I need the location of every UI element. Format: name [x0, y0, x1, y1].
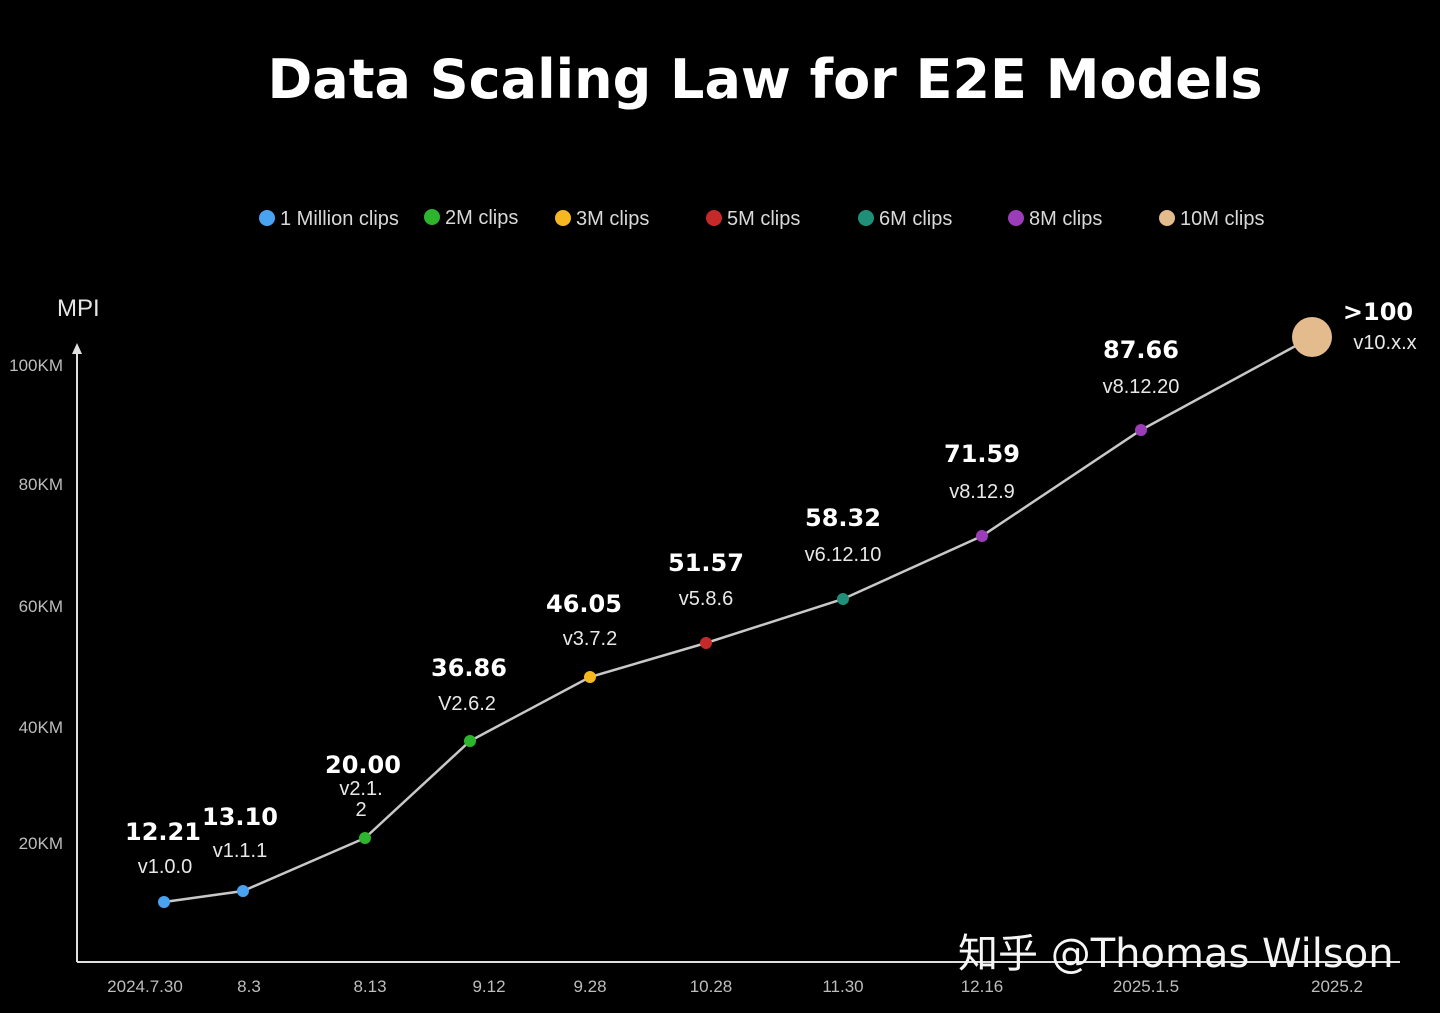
data-version-label: V2.6.2	[438, 693, 496, 715]
data-point	[700, 637, 712, 649]
data-version-label: v1.0.0	[138, 856, 192, 878]
y-tick-label: 60KM	[19, 597, 63, 616]
x-tick-label: 10.28	[690, 977, 733, 996]
data-value-label: 71.59	[944, 440, 1020, 468]
legend-label: 2M clips	[445, 207, 518, 229]
data-value-label: 36.86	[431, 654, 507, 682]
x-tick-labels: 2024.7.30 8.3 8.13 9.12 9.28 10.28 11.30 12.16 2…	[107, 977, 1363, 996]
x-tick-label: 2025.2	[1311, 977, 1363, 996]
data-point	[1135, 424, 1147, 436]
legend-marker-icon	[706, 210, 722, 226]
data-points	[158, 317, 1332, 908]
data-version-label: v8.12.20	[1103, 376, 1180, 398]
x-tick-label: 9.28	[573, 977, 606, 996]
data-version-label: v3.7.2	[563, 628, 617, 650]
data-point	[237, 885, 249, 897]
watermark: 知乎 @Thomas Wilson	[958, 931, 1394, 977]
data-version-label: v8.12.9	[949, 481, 1015, 503]
data-version-label: v1.1.1	[213, 840, 267, 862]
data-version-label: v5.8.6	[679, 588, 733, 610]
data-version-label: v2.1. 2	[339, 778, 382, 821]
legend-marker-icon	[555, 210, 571, 226]
data-value-label: 87.66	[1103, 336, 1179, 364]
y-tick-label: 40KM	[19, 718, 63, 737]
data-value-label: >100	[1343, 298, 1413, 326]
data-version-label: v6.12.10	[805, 544, 882, 566]
x-tick-label: 8.3	[237, 977, 261, 996]
x-tick-label: 2025.1.5	[1113, 977, 1179, 996]
legend: 1 Million clips 2M clips 3M clips 5M clips 6…	[259, 207, 1264, 230]
legend-marker-icon	[1159, 210, 1175, 226]
legend-label: 3M clips	[576, 208, 649, 230]
data-value-label: 13.10	[202, 803, 278, 831]
data-point	[584, 671, 596, 683]
series-line	[163, 335, 1313, 904]
legend-label: 8M clips	[1029, 208, 1102, 230]
data-value-label: 58.32	[805, 504, 881, 532]
data-point	[464, 735, 476, 747]
legend-marker-icon	[259, 210, 275, 226]
y-axis-arrow	[72, 343, 82, 354]
legend-marker-icon	[424, 209, 440, 225]
y-tick-label: 80KM	[19, 475, 63, 494]
y-tick-labels: 100KM 80KM 60KM 40KM 20KM	[9, 356, 63, 853]
y-tick-label: 100KM	[9, 356, 63, 375]
data-value-label: 51.57	[668, 549, 744, 577]
legend-label: 6M clips	[879, 208, 952, 230]
x-tick-label: 2024.7.30	[107, 977, 183, 996]
data-point	[359, 832, 371, 844]
x-tick-label: 12.16	[961, 977, 1004, 996]
legend-label: 1 Million clips	[280, 208, 399, 230]
data-point	[158, 896, 170, 908]
chart-title: Data Scaling Law for E2E Models	[267, 48, 1262, 111]
data-value-label: 20.00	[325, 751, 401, 779]
data-value-label: 12.21	[125, 818, 201, 846]
x-tick-label: 11.30	[822, 977, 863, 996]
x-tick-label: 9.12	[472, 977, 505, 996]
legend-label: 10M clips	[1180, 208, 1264, 230]
data-value-label: 46.05	[546, 590, 622, 618]
data-point	[976, 530, 988, 542]
data-point	[837, 593, 849, 605]
axes	[72, 343, 1400, 963]
x-tick-label: 8.13	[353, 977, 386, 996]
legend-marker-icon	[858, 210, 874, 226]
legend-label: 5M clips	[727, 208, 800, 230]
data-point	[1292, 317, 1332, 357]
legend-marker-icon	[1008, 210, 1024, 226]
y-axis-label: MPI	[57, 295, 100, 322]
y-tick-label: 20KM	[19, 834, 63, 853]
data-version-label: v10.x.x	[1353, 332, 1416, 354]
